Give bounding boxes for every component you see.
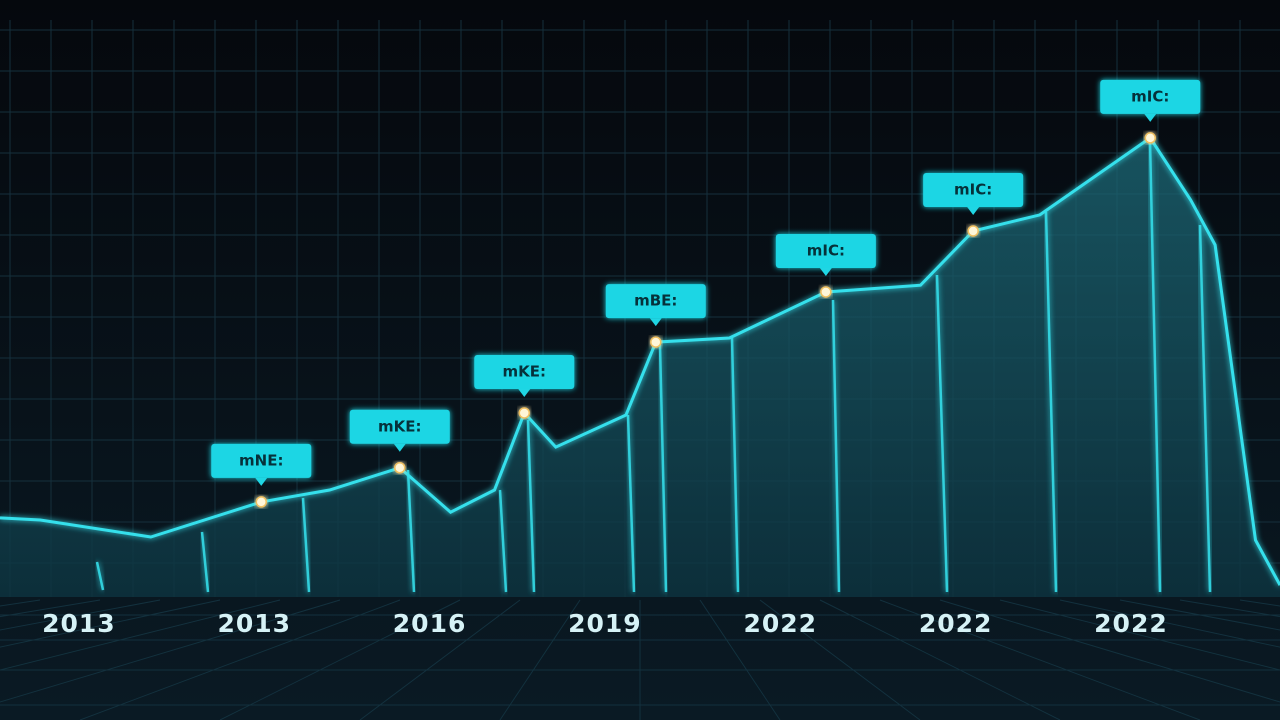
callout-label: mKE:	[378, 417, 422, 435]
light-stroke	[658, 344, 668, 593]
floor-line	[79, 599, 401, 720]
floor-line	[0, 599, 221, 648]
x-tick-label: 2022	[919, 609, 993, 638]
light-stroke	[301, 497, 311, 593]
light-stroke	[498, 489, 508, 593]
floor-line	[939, 599, 1280, 703]
floor-line	[359, 599, 521, 720]
point	[820, 286, 832, 298]
callout-label: mKE:	[503, 362, 547, 380]
callout-box	[1100, 79, 1201, 114]
callout-pointer	[393, 443, 406, 452]
callout-box	[605, 284, 706, 319]
x-tick-label: 2016	[393, 609, 467, 638]
point	[255, 496, 268, 508]
floor-line	[759, 599, 921, 720]
callout-pointer	[967, 206, 980, 215]
callout-pointer	[255, 477, 268, 486]
floor-grid	[0, 599, 1280, 720]
light-stroke	[95, 561, 105, 591]
floor-line	[0, 599, 281, 671]
floor-line	[999, 599, 1280, 671]
floor-line	[0, 599, 341, 703]
x-tick-label: 2013	[42, 609, 116, 638]
point	[1144, 132, 1156, 144]
light-stroke	[406, 469, 416, 593]
point	[967, 225, 979, 237]
light-stroke	[200, 531, 210, 593]
floor-line	[0, 599, 161, 631]
callout: mBE:	[605, 284, 706, 348]
x-tick-label: 2022	[1094, 609, 1168, 638]
floor-line	[699, 599, 781, 720]
x-tick-label: 2022	[743, 609, 817, 638]
callout-box	[474, 354, 575, 389]
callout-box	[211, 443, 312, 478]
line	[0, 135, 1280, 586]
callout: mKE:	[474, 354, 575, 419]
light-stroke	[626, 414, 636, 593]
floor-line	[819, 599, 1061, 720]
floor-line	[1059, 599, 1280, 648]
callout-pointer	[649, 318, 662, 327]
callout: mIC:	[1100, 79, 1201, 144]
area	[0, 137, 1280, 597]
floor-line	[219, 599, 461, 720]
light-stroke	[1148, 139, 1162, 593]
callout: mKE:	[349, 409, 450, 474]
callout: mNE:	[211, 443, 312, 508]
floor-line	[499, 599, 581, 720]
plot: 2013 2013 2016 2019 2022 2022 2022 mNE: mKE: mKE:…	[0, 79, 1280, 638]
light-stroke	[526, 419, 536, 593]
point	[650, 336, 662, 348]
callout-box	[775, 233, 876, 268]
x-tick-label: 2019	[568, 609, 642, 638]
callout-label: mNE:	[239, 451, 283, 469]
callout-pointer	[819, 267, 832, 276]
floor-line	[879, 599, 1201, 720]
light-stroke	[1044, 211, 1058, 593]
callout-pointer	[518, 388, 531, 397]
floor-line	[1119, 599, 1280, 631]
callout-box	[923, 172, 1024, 207]
callout-label: mIC:	[954, 180, 992, 198]
callout-pointer	[1144, 113, 1157, 122]
light-stroke	[935, 274, 949, 593]
callout-box	[349, 409, 450, 444]
callout-label: mIC:	[1131, 87, 1169, 105]
callout-label: mBE:	[634, 292, 677, 310]
callout-label: mIC:	[807, 241, 845, 259]
callout: mIC:	[775, 233, 876, 298]
light-stroke	[831, 299, 841, 593]
point	[518, 407, 531, 419]
x-tick-label: 2013	[217, 609, 291, 638]
light-stroke	[1198, 224, 1212, 593]
point	[394, 462, 406, 474]
callout: mIC:	[923, 172, 1024, 237]
light-stroke	[730, 337, 740, 593]
